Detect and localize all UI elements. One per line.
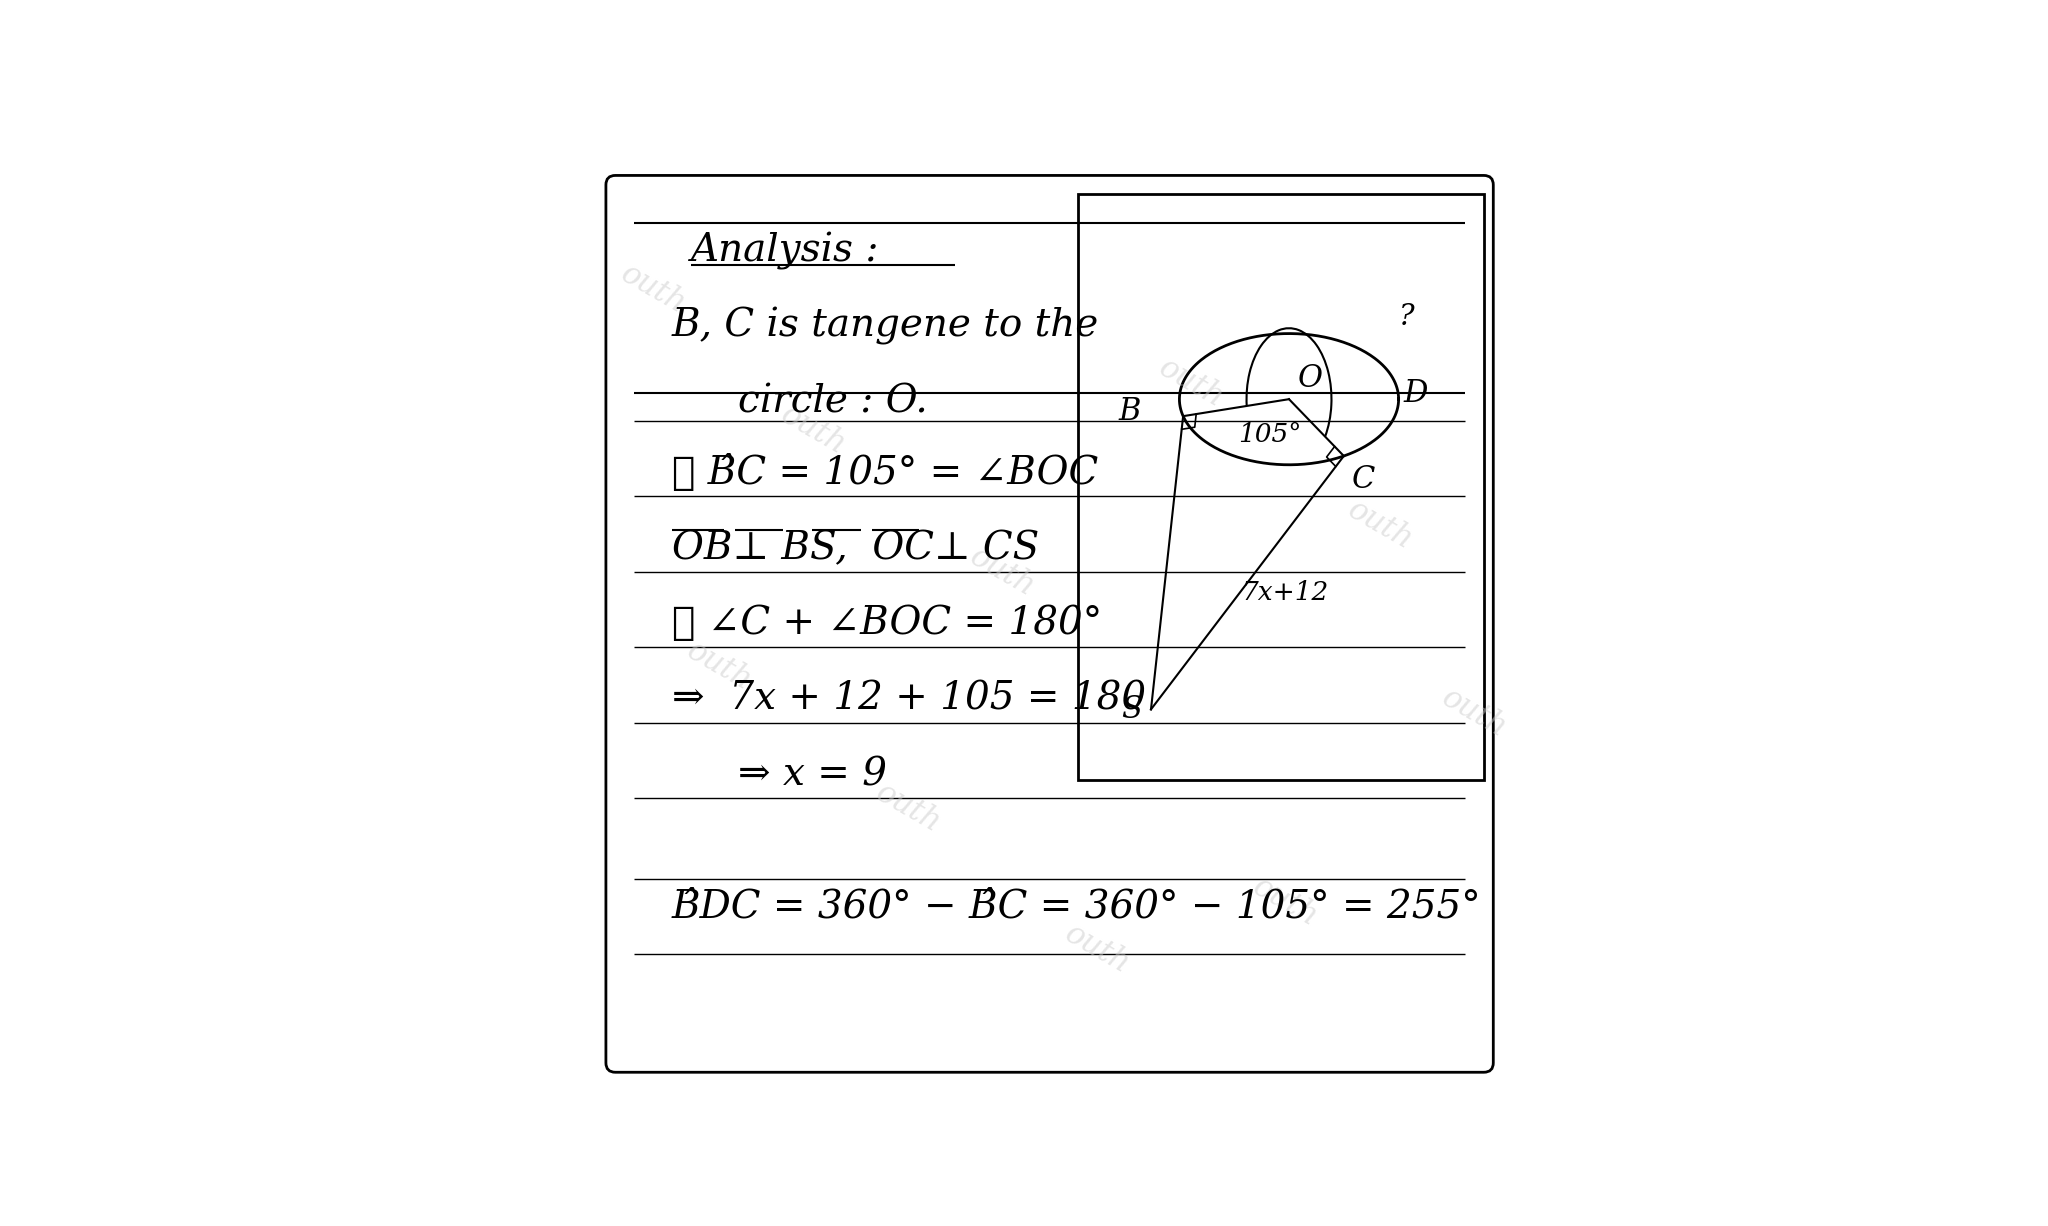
Text: Analysis :: Analysis : [690,232,879,270]
Text: S: S [1122,694,1143,725]
Text: outh: outh [870,777,946,839]
Text: outh: outh [1341,494,1417,555]
Text: circle : O.: circle : O. [737,384,928,421]
FancyBboxPatch shape [1077,194,1485,780]
Text: outh: outh [1247,872,1323,933]
Text: ?: ? [1399,303,1413,331]
Text: B̂DC = 360° − B̂C = 360° − 105° = 255°: B̂DC = 360° − B̂C = 360° − 105° = 255° [672,889,1483,926]
Text: 7x+12: 7x+12 [1241,580,1329,604]
Text: outh: outh [682,635,758,698]
FancyBboxPatch shape [606,175,1493,1073]
Text: outh: outh [776,400,852,461]
Text: OB⊥ BS,  OC⊥ CS: OB⊥ BS, OC⊥ CS [672,530,1038,566]
Text: ⇒  7x + 12 + 105 = 180: ⇒ 7x + 12 + 105 = 180 [672,680,1147,718]
Text: C: C [1352,465,1376,495]
Text: outh: outh [965,541,1040,603]
Text: outh: outh [1436,683,1511,744]
Text: 105°: 105° [1237,422,1300,446]
Text: ⇒ x = 9: ⇒ x = 9 [737,756,887,793]
Text: ∴ ∠C + ∠BOC = 180°: ∴ ∠C + ∠BOC = 180° [672,606,1102,642]
Text: D: D [1403,378,1427,409]
Text: outh: outh [1153,352,1229,414]
Text: ∴ B̂C = 105° = ∠BOC: ∴ B̂C = 105° = ∠BOC [672,454,1098,492]
Text: O: O [1298,363,1323,394]
Text: outh: outh [614,257,690,320]
Text: B, C is tangene to the: B, C is tangene to the [672,308,1100,346]
Text: B: B [1118,396,1141,427]
Text: outh: outh [1059,918,1135,981]
